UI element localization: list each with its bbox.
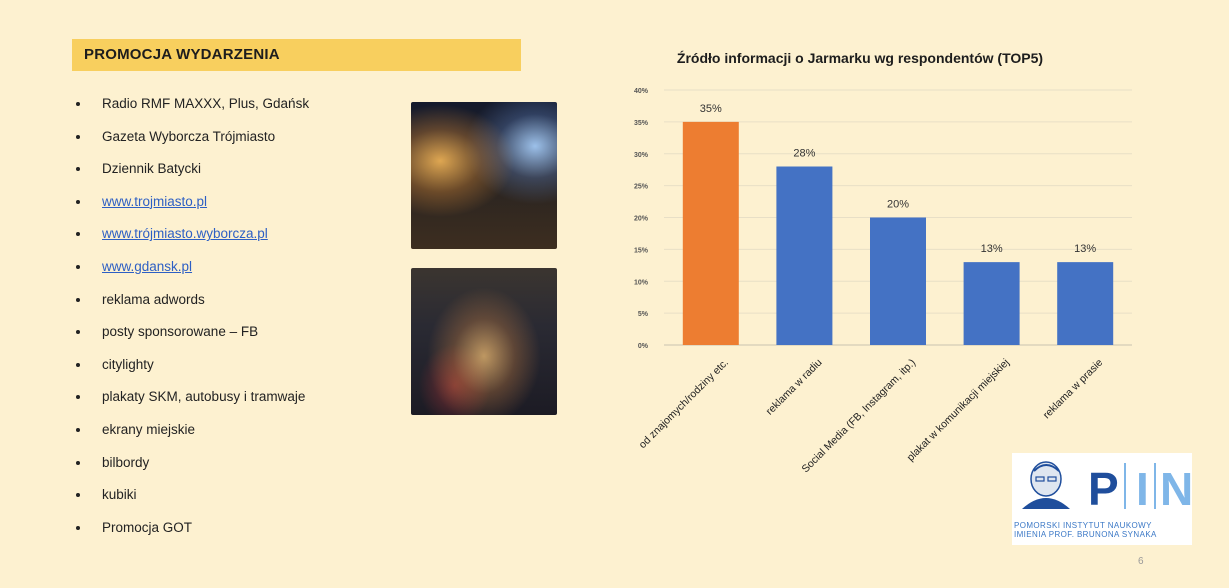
bullet-dot-icon — [76, 102, 80, 106]
bullet-text: plakaty SKM, autobusy i tramwaje — [102, 389, 306, 405]
bullet-link[interactable]: www.trójmiasto.wyborcza.pl — [102, 226, 268, 242]
bullet-item: bilbordy — [74, 452, 309, 485]
bullet-dot-icon — [76, 330, 80, 335]
pin-logo-mark: P I N — [1022, 461, 1193, 515]
x-tick-label: Social Media (FB, Instagram, itp.) — [799, 357, 918, 476]
bar — [870, 217, 926, 345]
y-tick-label: 15% — [634, 247, 649, 254]
promotion-channels-list: Radio RMF MAXXX, Plus, Gdańsk Gazeta Wybo… — [74, 93, 309, 549]
bullet-item: ekrany miejskie — [74, 419, 309, 452]
logo-separator — [1124, 463, 1126, 509]
bar — [776, 166, 833, 345]
bullet-text: Radio RMF MAXXX, Plus, Gdańsk — [102, 96, 310, 111]
chart-title: Źródło informacji o Jarmarku wg responde… — [677, 50, 1043, 66]
bullet-item: reklama adwords — [74, 289, 309, 322]
bullet-item: kubiki — [74, 484, 309, 517]
bullet-link[interactable]: www.gdansk.pl — [102, 258, 193, 274]
bullet-link[interactable]: www.trojmiasto.pl — [102, 193, 208, 209]
bullet-item: Dziennik Batycki — [74, 158, 309, 191]
data-label: 13% — [1074, 243, 1096, 255]
x-tick-label: reklama w prasie — [1041, 357, 1106, 422]
data-label: 13% — [981, 243, 1003, 255]
bullet-item[interactable]: www.trojmiasto.pl — [74, 191, 309, 224]
bullet-item[interactable]: www.gdansk.pl — [74, 256, 309, 289]
bullet-text: Promocja GOT — [102, 519, 193, 535]
section-title-bar: PROMOCJA WYDARZENIA — [72, 39, 521, 71]
bullet-dot-icon — [76, 525, 80, 530]
bullet-item: Gazeta Wyborcza Trójmiasto — [74, 126, 309, 159]
y-tick-label: 5% — [638, 311, 649, 318]
y-tick-label: 35% — [634, 120, 649, 127]
logo-subtitle: POMORSKI INSTYTUT NAUKOWY IMIENIA PROF. … — [1014, 521, 1157, 539]
y-tick-label: 40% — [634, 88, 649, 95]
bullet-text: posty sponsorowane – FB — [102, 324, 259, 340]
y-tick-label: 10% — [634, 279, 649, 286]
data-label: 28% — [793, 148, 815, 160]
bullet-item[interactable]: www.trójmiasto.wyborcza.pl — [74, 223, 309, 256]
bullet-text: reklama adwords — [102, 291, 205, 307]
bullet-item: Promocja GOT — [74, 517, 309, 550]
logo-letter-n: N — [1160, 463, 1192, 515]
y-tick-label: 25% — [634, 184, 649, 191]
data-label: 35% — [700, 103, 722, 115]
christmas-market-stall-photo — [411, 102, 557, 249]
bullet-text: citylighty — [102, 356, 154, 372]
bullet-item: citylighty — [74, 354, 309, 387]
y-tick-label: 20% — [634, 216, 649, 223]
bullet-dot-icon — [76, 427, 80, 432]
bar — [963, 262, 1020, 345]
bullet-dot-icon — [76, 297, 80, 302]
bullet-item: Radio RMF MAXXX, Plus, Gdańsk — [74, 93, 309, 126]
bar — [682, 121, 739, 345]
y-tick-label: 30% — [634, 152, 649, 159]
logo-line-2: IMIENIA PROF. BRUNONA SYNAKA — [1014, 530, 1157, 539]
bullet-dot-icon — [76, 134, 80, 139]
bullet-dot-icon — [76, 199, 80, 204]
logo-line-1: POMORSKI INSTYTUT NAUKOWY — [1014, 521, 1152, 530]
bullet-dot-icon — [76, 264, 80, 269]
bullet-item: plakaty SKM, autobusy i tramwaje — [74, 386, 309, 419]
section-title: PROMOCJA WYDARZENIA — [84, 46, 280, 63]
data-label: 20% — [887, 199, 909, 211]
logo-letter-p: P — [1088, 463, 1119, 515]
bullet-dot-icon — [76, 395, 80, 400]
bullet-text: Dziennik Batycki — [102, 161, 202, 177]
y-tick-label: 0% — [638, 343, 649, 350]
bullet-text: Gazeta Wyborcza Trójmiasto — [102, 128, 276, 144]
pin-logo: P I N — [1012, 453, 1193, 545]
x-tick-label: od znajomych/rodziny etc. — [637, 357, 731, 451]
bullet-item: posty sponsorowane – FB — [74, 321, 309, 354]
bullet-text: ekrany miejskie — [102, 421, 196, 437]
page-number: 6 — [1138, 556, 1144, 567]
bullet-text: bilbordy — [102, 454, 150, 470]
x-tick-label: plakat w komunikacji miejskiej — [905, 357, 1012, 464]
christmas-market-aerial-photo — [411, 268, 557, 415]
bullet-dot-icon — [76, 232, 80, 237]
bullet-dot-icon — [76, 493, 80, 498]
bullet-text: kubiki — [102, 487, 137, 503]
x-tick-label: reklama w radiu — [764, 357, 825, 418]
logo-separator — [1154, 463, 1156, 509]
bullet-dot-icon — [76, 167, 80, 172]
bar — [1057, 262, 1114, 345]
bullet-dot-icon — [76, 460, 80, 465]
portrait-icon — [1022, 461, 1070, 509]
logo-letter-i: I — [1136, 463, 1149, 515]
bullet-dot-icon — [76, 362, 80, 367]
